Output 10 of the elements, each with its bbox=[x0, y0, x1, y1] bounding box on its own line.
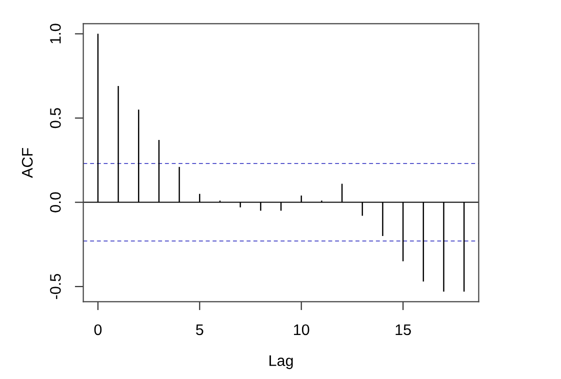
x-axis-title: Lag bbox=[270, 355, 293, 370]
x-tick-label: 15 bbox=[396, 324, 411, 336]
y-tick-label: -0.5 bbox=[50, 274, 61, 300]
x-tick-label: 10 bbox=[294, 324, 310, 336]
y-tick-label: 1.0 bbox=[50, 24, 61, 44]
x-tick-label: 5 bbox=[196, 324, 204, 336]
y-axis-title: ACF bbox=[22, 148, 33, 178]
x-tick-label: 0 bbox=[94, 324, 102, 336]
y-tick-label: 0.0 bbox=[50, 192, 61, 212]
y-tick-label: 0.5 bbox=[50, 108, 61, 128]
